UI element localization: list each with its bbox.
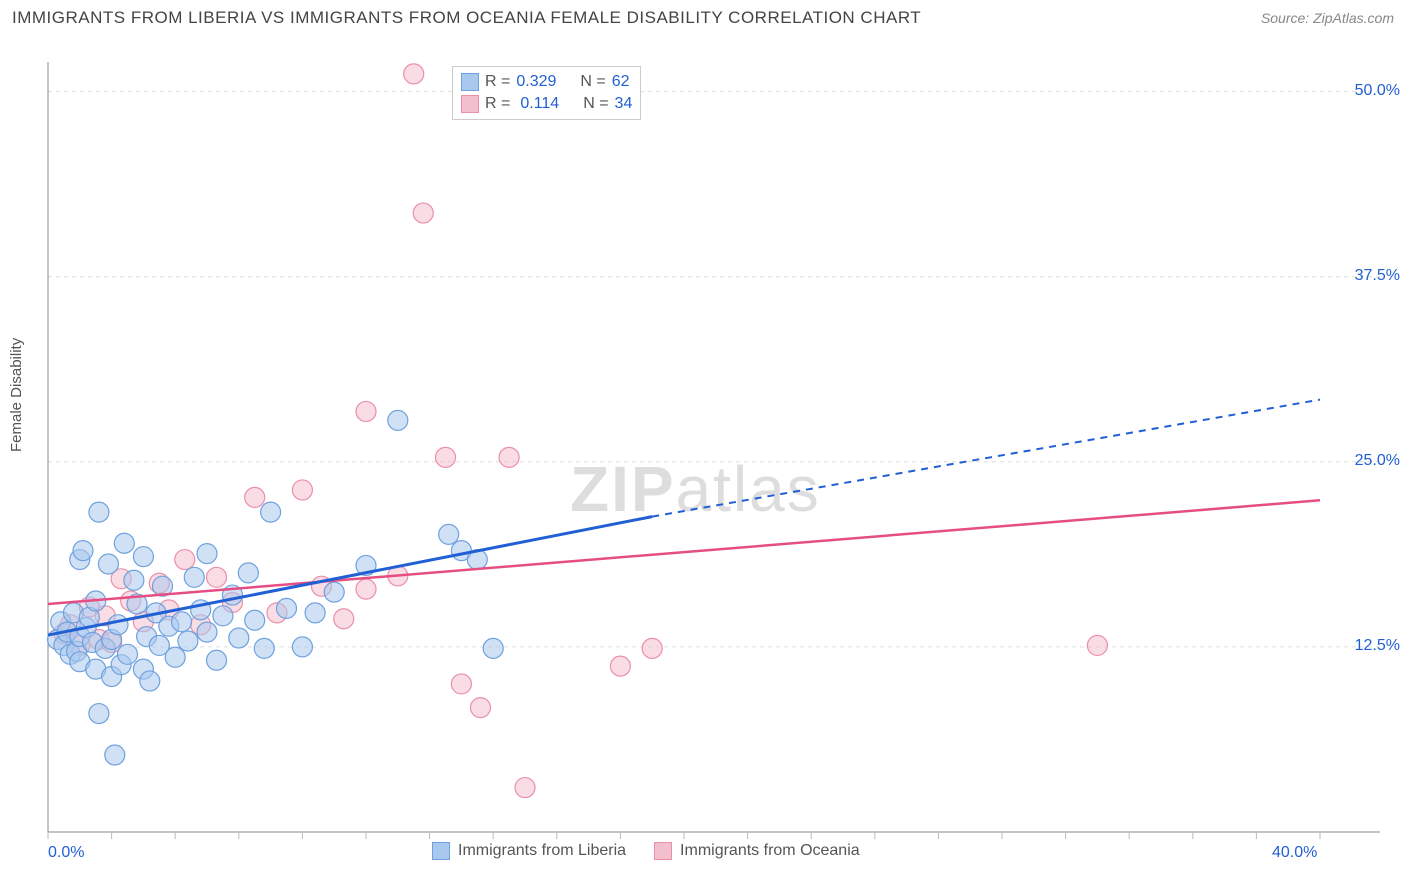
y-tick-label: 37.5% [1355,267,1400,285]
y-tick-label: 25.0% [1355,452,1400,470]
stat-r-label: R = [485,95,510,113]
stat-row-series1: R = 0.329 N = 62 [461,71,632,93]
chart-header: IMMIGRANTS FROM LIBERIA VS IMMIGRANTS FR… [0,0,1406,32]
x-tick-label: 0.0% [48,844,84,862]
chart-title: IMMIGRANTS FROM LIBERIA VS IMMIGRANTS FR… [12,8,921,28]
legend-label-1: Immigrants from Liberia [458,842,626,860]
y-tick-label: 50.0% [1355,82,1400,100]
stat-n-value-2: 34 [615,95,633,113]
x-tick-label: 40.0% [1272,844,1317,862]
source-name: ZipAtlas.com [1313,10,1394,26]
stat-row-series2: R = 0.114 N = 34 [461,93,632,115]
stat-n-value-1: 62 [612,73,630,91]
legend: Immigrants from Liberia Immigrants from … [432,842,860,860]
source-label: Source: [1261,10,1313,26]
stat-r-value-2: 0.114 [516,95,559,113]
stat-r-value-1: 0.329 [516,73,556,91]
correlation-stat-box: R = 0.329 N = 62 R = 0.114 N = 34 [452,66,641,120]
legend-item-series1: Immigrants from Liberia [432,842,626,860]
legend-label-2: Immigrants from Oceania [680,842,860,860]
scatter-plot [0,32,1406,890]
chart-source: Source: ZipAtlas.com [1261,10,1394,26]
stat-n-label: N = [580,73,605,91]
y-tick-label: 12.5% [1355,637,1400,655]
swatch-icon [654,842,672,860]
chart-container: Female Disability ZIPatlas R = 0.329 N =… [0,32,1406,890]
legend-item-series2: Immigrants from Oceania [654,842,860,860]
stat-n-label: N = [583,95,608,113]
swatch-icon [461,73,479,91]
stat-r-label: R = [485,73,510,91]
swatch-icon [432,842,450,860]
swatch-icon [461,95,479,113]
